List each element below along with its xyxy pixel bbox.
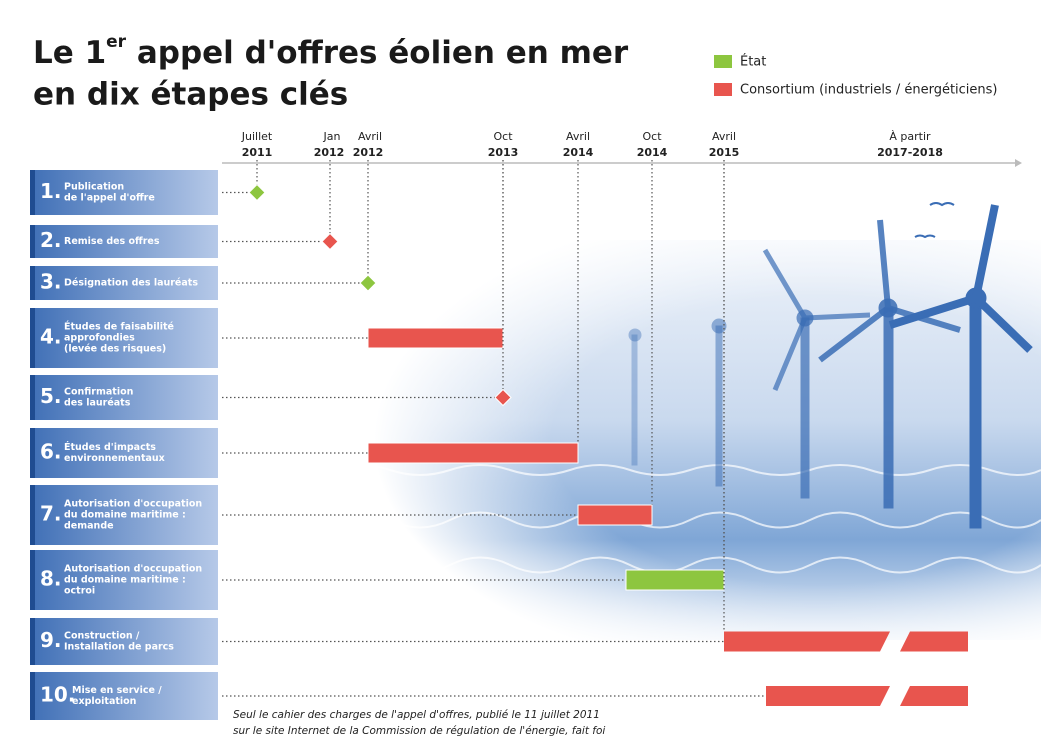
bar <box>766 686 890 706</box>
step-label: octroi <box>64 586 95 597</box>
step-box <box>30 170 218 215</box>
bar <box>900 631 968 652</box>
bar <box>367 327 504 349</box>
step-number: 2. <box>40 228 62 252</box>
step-number: 1. <box>40 179 62 203</box>
step-label: de l'appel d'offre <box>64 193 155 204</box>
step-box-edge <box>30 225 35 258</box>
timeline-month: Avril <box>712 130 736 143</box>
timeline-month: Oct <box>642 130 662 143</box>
milestone <box>248 183 266 202</box>
timeline-year: 2015 <box>709 146 740 159</box>
step-label: Autorisation d'occupation <box>64 499 202 510</box>
legend-label: État <box>740 54 766 70</box>
step-label: Mise en service / <box>72 685 162 696</box>
step-number: 9. <box>40 628 62 652</box>
step-box <box>30 485 218 545</box>
timeline-month: Avril <box>358 130 382 143</box>
step-number: 8. <box>40 567 62 591</box>
step-box-edge <box>30 428 35 478</box>
step-box <box>30 375 218 420</box>
step-box <box>30 308 218 368</box>
milestone <box>321 232 339 251</box>
timeline-year: 2017-2018 <box>877 146 943 159</box>
step-label: Autorisation d'occupation <box>64 564 202 575</box>
step-label: Construction / <box>64 631 140 642</box>
bar <box>724 631 890 652</box>
step-number: 6. <box>40 440 62 464</box>
step-label: du domaine maritime : <box>64 510 186 521</box>
step-label: (levée des risques) <box>64 344 166 355</box>
step-label: Confirmation <box>64 387 134 398</box>
step-box-edge <box>30 375 35 420</box>
bar <box>367 442 579 464</box>
step-number: 5. <box>40 384 62 408</box>
step-box-edge <box>30 266 35 300</box>
timeline-year: 2011 <box>242 146 273 159</box>
legend-swatch <box>714 83 732 96</box>
step-box-edge <box>30 672 35 720</box>
legend-swatch <box>714 55 732 68</box>
step-box <box>30 428 218 478</box>
title: Le 1er appel d'offres éolien en mer <box>33 32 629 71</box>
bar <box>577 504 653 526</box>
step-label: Remise des offres <box>64 236 160 247</box>
step-label: demande <box>64 521 114 532</box>
step-box <box>30 550 218 610</box>
timeline-year: 2012 <box>314 146 345 159</box>
timeline-month: Jan <box>323 130 341 143</box>
timeline-year: 2012 <box>353 146 384 159</box>
step-box-edge <box>30 618 35 665</box>
bar <box>625 569 725 591</box>
step-number: 4. <box>40 325 62 349</box>
step-box <box>30 225 218 258</box>
step-box-edge <box>30 170 35 215</box>
timeline-month: Oct <box>493 130 513 143</box>
footnote: Seul le cahier des charges de l'appel d'… <box>233 709 600 721</box>
milestone <box>359 274 377 292</box>
legend-label: Consortium (industriels / énergéticiens) <box>740 83 998 98</box>
timeline-year: 2014 <box>637 146 668 159</box>
step-label: Publication <box>64 182 124 193</box>
axis-arrow <box>1015 159 1022 167</box>
step-label: Études de faisabilité <box>64 321 174 333</box>
step-label: environnementaux <box>64 453 165 464</box>
step-label: Désignation des lauréats <box>64 278 198 289</box>
step-box <box>30 672 218 720</box>
step-box <box>30 266 218 300</box>
step-label: Études d'impacts <box>64 441 156 453</box>
title-line2: en dix étapes clés <box>33 77 348 113</box>
timeline-month: À partir <box>889 130 931 143</box>
step-number: 7. <box>40 502 62 526</box>
step-label: approfondies <box>64 333 135 344</box>
bar <box>900 686 968 706</box>
timeline-month: Juillet <box>241 130 273 143</box>
timeline-year: 2013 <box>488 146 519 159</box>
step-label: des lauréats <box>64 398 131 409</box>
background-scene <box>300 202 1041 640</box>
step-box-edge <box>30 308 35 368</box>
step-box-edge <box>30 550 35 610</box>
step-label: Installation de parcs <box>64 642 174 653</box>
step-label: exploitation <box>72 696 137 707</box>
step-number: 10. <box>40 683 75 707</box>
milestone <box>494 388 512 407</box>
step-box-edge <box>30 485 35 545</box>
timeline-month: Avril <box>566 130 590 143</box>
footnote: sur le site Internet de la Commission de… <box>233 725 605 737</box>
step-box <box>30 618 218 665</box>
step-number: 3. <box>40 270 62 294</box>
timeline-year: 2014 <box>563 146 594 159</box>
step-label: du domaine maritime : <box>64 575 186 586</box>
